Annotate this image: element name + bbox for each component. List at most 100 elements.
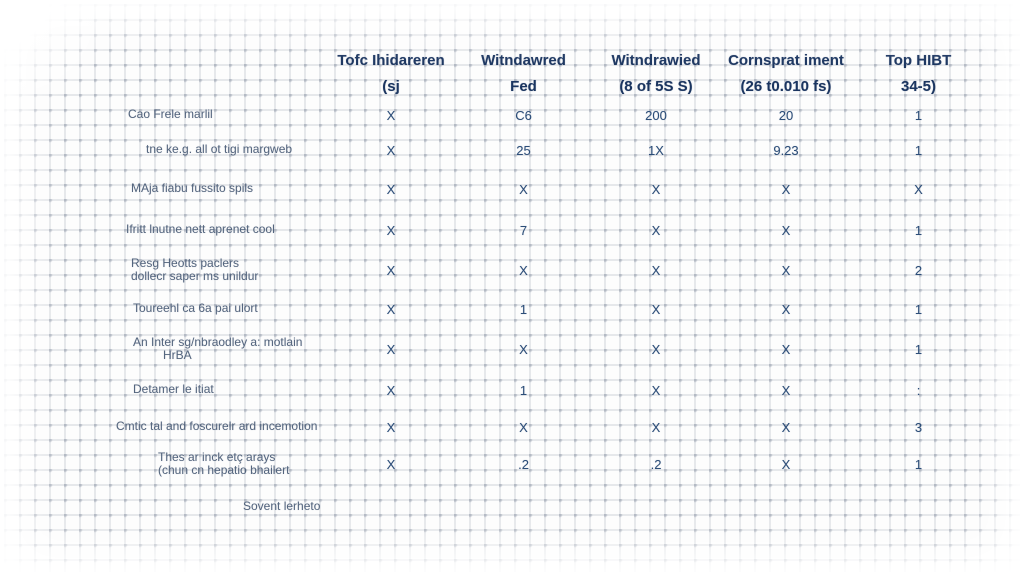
table-cell: X: [781, 222, 791, 238]
table-row: Cao Frele marlil X C6 200 20 1: [16, 100, 996, 130]
column-header-1: Tofc Ihidareren (sj: [326, 48, 456, 100]
table-cell: 1: [914, 301, 923, 317]
column-header-3: Witndrawied (8 of 5S S): [591, 48, 721, 100]
table-cell: X: [386, 456, 396, 472]
table-cell: X: [519, 262, 528, 278]
table-cell: :: [916, 382, 921, 398]
row-label-text: An Inter sg/nbraodley a: motlain: [133, 334, 303, 349]
table-cell: X: [781, 301, 791, 317]
table-cell: C6: [515, 107, 532, 123]
row-label: MAja fiabu fussito spils: [16, 182, 326, 196]
row-label-text: tne ke.g. all ot tigi margweb: [146, 142, 293, 157]
table-cell: X: [651, 382, 661, 398]
row-label-text: Resg Heotts paclers: [131, 255, 240, 270]
table-row: Detamer le itiat X 1 X X :: [16, 368, 996, 412]
row-label-text-line2: (chun cn hepatio bhailert: [158, 463, 290, 477]
table-cell: X: [386, 262, 396, 278]
row-label: Cmtic tal and foscurelr ard incemotion: [16, 420, 326, 434]
comparison-table: Tofc Ihidareren (sj Witndawred Fed Witnd…: [16, 42, 996, 528]
row-label-text: Ifritt lnutne nett aprenet cool: [126, 222, 275, 237]
table-cell: 7: [519, 222, 528, 238]
column-header-5: Top HIBT 34-5): [851, 48, 986, 100]
column-header-4: Cornsprat iment (26 t0.010 fs): [721, 48, 851, 100]
row-label: Sovent lerheto: [16, 500, 326, 514]
row-label: Thes ar inck etç arays (chun cn hepatio …: [16, 449, 326, 478]
row-label-text: Cmtic tal and foscurelr ard incemotion: [116, 419, 318, 434]
table-row: Cmtic tal and foscurelr ard incemotion X…: [16, 412, 996, 442]
table-cell: X: [386, 301, 396, 317]
table-cell: X: [651, 222, 661, 238]
table-cell: X: [386, 142, 396, 158]
row-label-text: Sovent lerheto: [243, 499, 321, 514]
table-cell: X: [914, 181, 923, 197]
table-cell: 1X: [648, 142, 664, 158]
column-header-line1: Top HIBT: [885, 52, 952, 69]
table-cell: X: [386, 222, 396, 238]
row-label-text-line2: HrBA: [163, 348, 192, 362]
table-cell: X: [519, 181, 528, 197]
table-cell: X: [386, 341, 396, 357]
table-cell: 1: [914, 107, 923, 123]
table-row: Ifritt lnutne nett aprenet cool X 7 X X …: [16, 208, 996, 252]
row-label: An Inter sg/nbraodley a: motlain HrBA: [16, 334, 326, 363]
table-row: Sovent lerheto: [16, 486, 996, 528]
column-header-line1: Witndrawied: [611, 52, 701, 69]
column-header-line1: Witndawred: [481, 52, 566, 69]
table-cell: X: [386, 181, 396, 197]
table-cell: X: [781, 181, 791, 197]
table-row: An Inter sg/nbraodley a: motlain HrBA X …: [16, 330, 996, 368]
table-cell: X: [651, 262, 661, 278]
column-header-line2: (sj: [382, 78, 400, 95]
table-cell: .2: [518, 456, 529, 472]
row-label-text: Detamer le itiat: [133, 382, 214, 397]
table-cell: X: [386, 419, 396, 435]
row-label: Resg Heotts paclers dollecr saper ms uni…: [16, 255, 326, 284]
table-cell: X: [651, 181, 661, 197]
table-cell: 1: [914, 142, 923, 158]
table-cell: X: [386, 382, 396, 398]
table-cell: 1: [914, 456, 923, 472]
column-header-line2: 34-5): [900, 78, 937, 95]
column-header-2: Witndawred Fed: [456, 48, 591, 100]
table-cell: X: [519, 419, 528, 435]
table-cell: 20: [778, 107, 794, 123]
column-header-line1: Cornsprat iment: [728, 52, 844, 69]
column-header-line1: Tofc Ihidareren: [337, 52, 445, 69]
table-row: Thes ar inck etç arays (chun cn hepatio …: [16, 442, 996, 486]
table-cell: X: [781, 456, 791, 472]
column-header-line2: Fed: [510, 78, 537, 95]
row-label: Ifritt lnutne nett aprenet cool: [16, 223, 326, 237]
table-cell: .2: [650, 456, 662, 472]
table-cell: X: [781, 341, 791, 357]
table-cell: X: [781, 382, 791, 398]
row-label: Toureehl ca 6a pai ulort: [16, 302, 326, 316]
table-header-row: Tofc Ihidareren (sj Witndawred Fed Witnd…: [16, 42, 996, 100]
column-header-line2: (26 t0.010 fs): [740, 78, 832, 95]
table-cell: X: [386, 107, 396, 123]
column-header-line2: (8 of 5S S): [619, 78, 693, 95]
table-cell: X: [781, 262, 791, 278]
table-cell: 9.23: [773, 142, 799, 158]
table-cell: X: [651, 341, 661, 357]
table-cell: 3: [914, 419, 923, 435]
row-label-text: MAja fiabu fussito spils: [131, 181, 254, 196]
row-label: tne ke.g. all ot tigi margweb: [16, 143, 326, 157]
table-cell: 1: [914, 341, 923, 357]
row-label-text: Cao Frele marlil: [128, 107, 213, 122]
table-cell: 1: [519, 382, 528, 398]
table-cell: X: [781, 419, 791, 435]
table-cell: X: [519, 341, 528, 357]
table-row: MAja fiabu fussito spils X X X X X: [16, 170, 996, 208]
table-cell: 1: [519, 301, 528, 317]
row-label-text-line2: dollecr saper ms unildur: [131, 269, 259, 283]
row-label: Detamer le itiat: [16, 383, 326, 397]
table-row: Toureehl ca 6a pai ulort X 1 X X 1: [16, 288, 996, 330]
row-label-text: Thes ar inck etç arays: [158, 449, 276, 464]
table-cell: 2: [914, 262, 923, 278]
table-cell: 25: [516, 142, 531, 158]
row-label-text: Toureehl ca 6a pai ulort: [133, 301, 258, 316]
table-row: tne ke.g. all ot tigi margweb X 25 1X 9.…: [16, 130, 996, 170]
row-label: Cao Frele marlil: [16, 108, 326, 122]
table-cell: 200: [645, 107, 667, 123]
